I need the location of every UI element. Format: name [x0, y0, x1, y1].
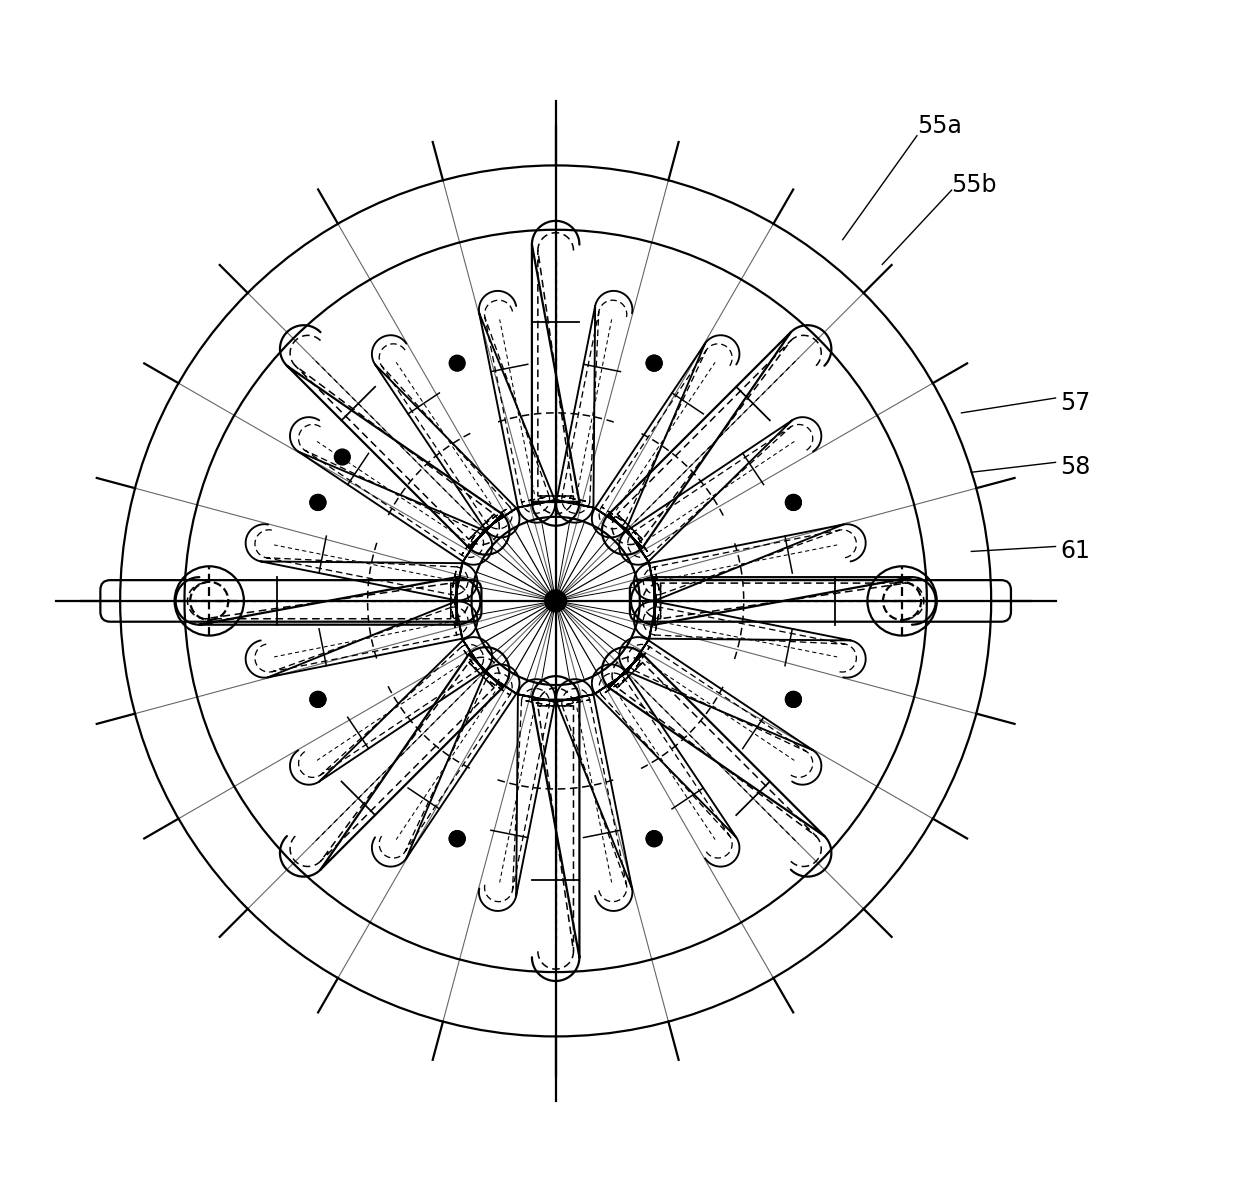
Circle shape: [646, 355, 662, 372]
Text: 55b: 55b: [951, 173, 997, 197]
Circle shape: [335, 449, 350, 465]
Circle shape: [544, 590, 567, 611]
Text: 55a: 55a: [916, 114, 962, 138]
Circle shape: [646, 831, 662, 846]
Circle shape: [785, 495, 801, 510]
Circle shape: [449, 831, 465, 846]
Circle shape: [310, 495, 326, 510]
Text: 58: 58: [1060, 456, 1091, 480]
Circle shape: [785, 495, 801, 510]
Circle shape: [449, 831, 465, 846]
Circle shape: [310, 495, 326, 510]
Text: 61: 61: [1060, 539, 1090, 564]
Circle shape: [785, 692, 801, 707]
Text: 57: 57: [1060, 391, 1091, 415]
Circle shape: [310, 692, 326, 707]
Circle shape: [785, 692, 801, 707]
Circle shape: [646, 831, 662, 846]
Circle shape: [449, 355, 465, 372]
Circle shape: [646, 355, 662, 372]
Circle shape: [310, 692, 326, 707]
